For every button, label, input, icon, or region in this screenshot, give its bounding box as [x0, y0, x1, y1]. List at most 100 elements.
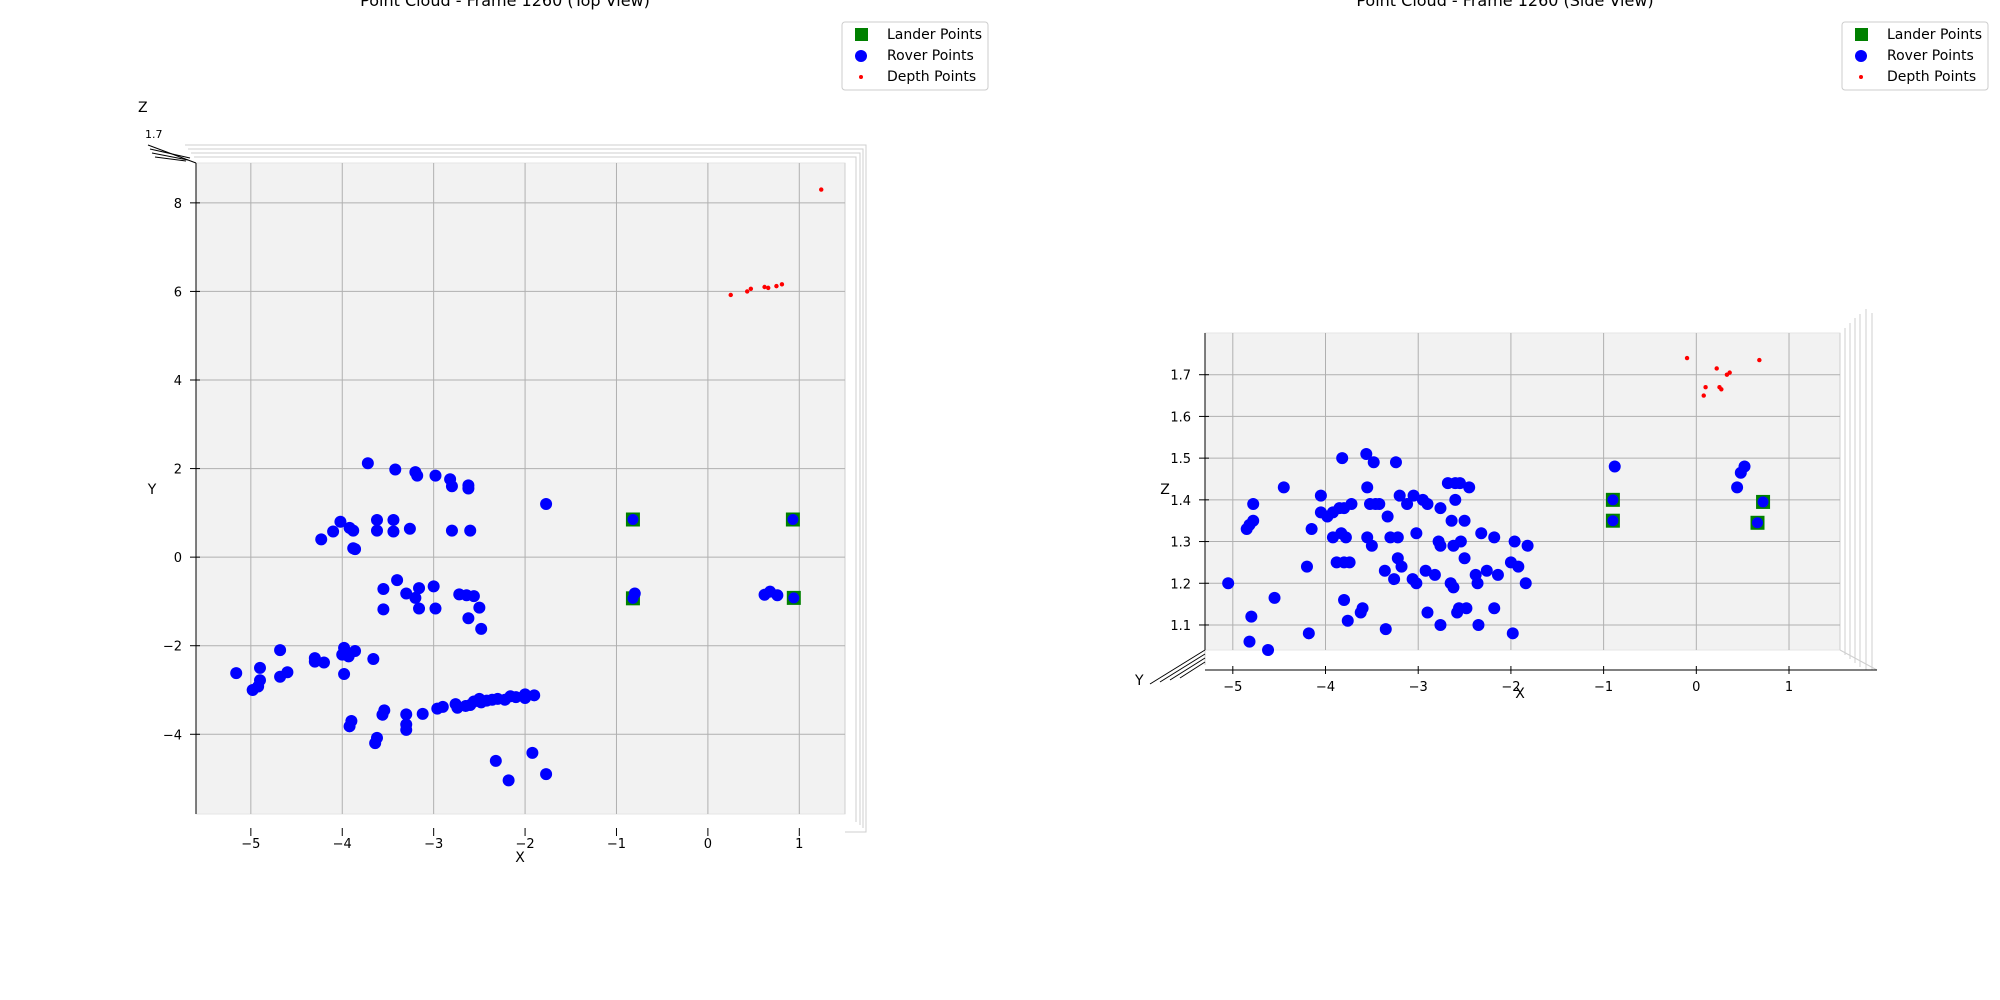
- rover-point: [1449, 493, 1462, 506]
- top-view-points: [230, 187, 824, 787]
- rover-point: [1419, 564, 1432, 577]
- top-view-gridlines: [196, 163, 845, 814]
- rover-point: [1458, 552, 1471, 565]
- rover-point: [462, 612, 475, 625]
- rover-point: [377, 603, 390, 616]
- rover-point: [327, 525, 340, 538]
- top-view-title: Point Cloud - Frame 1260 (Top View): [360, 0, 650, 10]
- rover-point: [1336, 452, 1349, 465]
- rover-point: [1222, 577, 1235, 590]
- top-view-legend-lander-marker: [855, 28, 868, 41]
- y-tick-label: 1.3: [1170, 536, 1191, 551]
- rover-point: [1262, 644, 1275, 656]
- rover-point: [1401, 498, 1414, 511]
- rover-point: [1338, 593, 1351, 606]
- rover-point: [230, 667, 243, 680]
- depth-point: [1719, 387, 1724, 392]
- top-view-z-axis-label: Z: [138, 100, 148, 116]
- x-tick-label: −2: [515, 837, 534, 852]
- rover-point: [349, 543, 362, 556]
- rover-point: [473, 601, 486, 614]
- rover-point: [1360, 447, 1373, 460]
- rover-point: [502, 774, 515, 787]
- side-view-points: [1222, 355, 1771, 656]
- y-tick-label: 1.6: [1170, 410, 1191, 425]
- y-tick-label: 2: [174, 463, 182, 478]
- rover-point: [1512, 560, 1525, 573]
- y-tick-label: −4: [163, 728, 182, 743]
- rover-point: [1480, 564, 1493, 577]
- rover-point: [1434, 539, 1447, 552]
- rover-point: [445, 480, 458, 493]
- lander-point-overlap: [1751, 517, 1763, 529]
- rover-point: [400, 708, 413, 721]
- rover-point: [1356, 602, 1369, 615]
- depth-point: [819, 187, 824, 192]
- depth-point: [728, 292, 733, 298]
- side-view-legend: Lander Points Rover Points Depth Points: [1841, 21, 1989, 91]
- side-view-legend-depth-marker: [1859, 75, 1863, 79]
- x-tick-label: 1: [795, 837, 803, 852]
- rover-point: [369, 737, 382, 750]
- rover-point: [1345, 498, 1358, 511]
- top-view-x-axis-label: X: [515, 850, 525, 866]
- rover-point: [1277, 481, 1290, 494]
- rover-point: [400, 723, 413, 736]
- rover-point: [1302, 627, 1315, 640]
- rover-point: [540, 498, 553, 510]
- top-view-legend-depth-label: Depth Points: [887, 69, 976, 85]
- side-view-legend-frame: [1841, 21, 1989, 91]
- rover-point: [1367, 456, 1380, 469]
- depth-point: [748, 286, 754, 291]
- rover-point: [1421, 498, 1434, 511]
- rover-point: [1341, 614, 1354, 627]
- side-view-panel: Point Cloud - Frame 1260 (Side View) Y −…: [1134, 0, 1989, 702]
- y-tick-label: 1.4: [1170, 494, 1191, 509]
- top-view-y-axis-label: Y: [147, 482, 157, 498]
- side-view-gridlines: [1205, 333, 1840, 650]
- lander-point-overlap: [1607, 494, 1619, 506]
- rover-point: [411, 469, 424, 482]
- top-view-z-tick-labels: 1.7: [145, 128, 163, 141]
- rover-point: [389, 463, 402, 476]
- y-tick-label: 1.1: [1170, 619, 1191, 634]
- top-view-legend-rover-label: Rover Points: [887, 48, 974, 64]
- x-tick-label: −3: [1409, 680, 1428, 695]
- rover-point: [467, 590, 480, 603]
- depth-point: [779, 282, 785, 287]
- rover-point: [489, 754, 502, 767]
- top-view-legend-rover-marker: [855, 50, 867, 62]
- depth-point: [744, 289, 750, 294]
- y-tick-label: 0: [174, 551, 182, 566]
- rover-point: [370, 513, 383, 526]
- rover-point: [1305, 523, 1318, 536]
- y-tick-label: 6: [174, 285, 182, 300]
- top-view-pane-edge: [185, 144, 867, 833]
- rover-point: [1410, 527, 1423, 540]
- side-view-pane: [1204, 332, 1841, 651]
- depth-point: [774, 283, 779, 289]
- rover-point: [1488, 602, 1501, 615]
- lander-point-overlap: [1607, 515, 1619, 527]
- rover-point: [1245, 610, 1258, 623]
- side-view-depth-axis-label: Y: [1134, 673, 1144, 689]
- rover-point: [1738, 460, 1751, 473]
- rover-point: [1519, 577, 1532, 590]
- side-view-legend-rover-label: Rover Points: [1887, 48, 1974, 64]
- rover-point: [540, 768, 553, 781]
- top-view-z-axis-ticks: [147, 144, 197, 164]
- rover-point: [475, 622, 488, 635]
- rover-point: [1268, 591, 1281, 604]
- x-tick-label: −5: [1223, 680, 1242, 695]
- rover-point: [1434, 502, 1447, 515]
- rover-point: [1395, 560, 1408, 573]
- rover-point: [1379, 623, 1392, 636]
- rover-point: [370, 524, 383, 537]
- depth-point: [1714, 366, 1719, 371]
- rover-point: [274, 670, 287, 683]
- side-view-legend-rover-marker: [1855, 50, 1867, 62]
- rover-point: [367, 653, 380, 665]
- rover-point: [413, 582, 426, 595]
- rover-point: [342, 650, 355, 663]
